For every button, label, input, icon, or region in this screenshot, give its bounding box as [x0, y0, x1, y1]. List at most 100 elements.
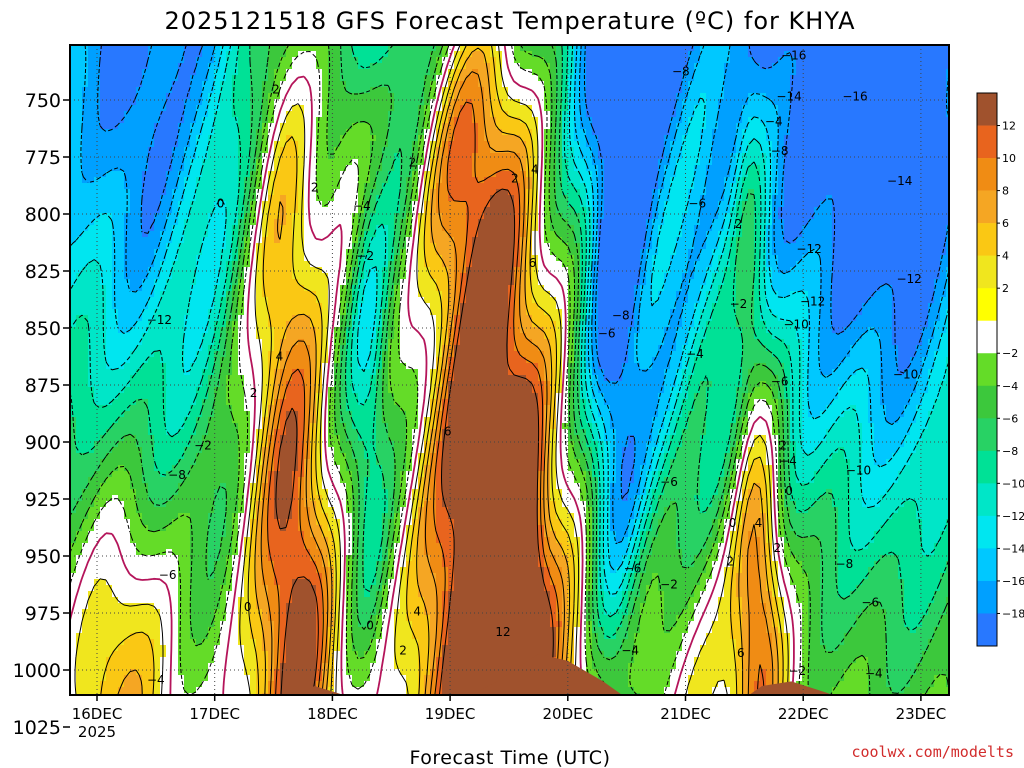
colorbar-swatch	[977, 320, 997, 354]
contour-label-text: 6	[737, 646, 745, 660]
x-tick-label: 19DEC	[425, 705, 476, 723]
contour-label: −4	[765, 115, 783, 129]
contour-label-text: −10	[846, 463, 871, 477]
contour-label-text: −4	[621, 643, 639, 657]
contour-line--14	[70, 45, 949, 573]
contour-label-text: −4	[865, 666, 883, 680]
contour-label: −2	[730, 297, 748, 311]
contour-line--12	[70, 45, 949, 595]
contour-label: −8	[168, 468, 186, 482]
contour-label-text: 4	[413, 605, 421, 619]
y-tick-label: 850	[25, 318, 61, 340]
contour-line--4	[70, 45, 949, 695]
contour-label-text: 2	[272, 83, 280, 97]
contour-label-text: −12	[147, 313, 172, 327]
contour-label: 2	[399, 643, 407, 657]
contour-line-10	[267, 101, 765, 695]
contour-label: −16	[781, 48, 806, 62]
x-tick-sublabel: 2025	[78, 723, 116, 741]
contour-label: −10	[846, 463, 871, 477]
contour-label-text: −12	[896, 272, 921, 286]
colorbar: 12 10 8 6 4 2 −2 −4 −6 −8 −10 −12 −14 −16 −18	[976, 92, 1024, 647]
contour-label-text: −4	[765, 115, 783, 129]
contour-line-4	[100, 45, 784, 695]
colorbar-tick-label: 8	[1002, 185, 1009, 198]
contour-label: 6	[737, 646, 745, 660]
contour-label: 2	[250, 386, 258, 400]
y-tick-label: 900	[25, 432, 61, 454]
contour-label-text: 0	[244, 600, 252, 614]
contour-label: 0	[366, 618, 374, 632]
contour-line--10	[70, 45, 949, 618]
y-tick-label: 775	[25, 147, 61, 169]
contour-label-text: −6	[771, 374, 789, 388]
contour-label-text: 4	[755, 516, 763, 530]
contour-label: −4	[621, 643, 639, 657]
contour-label: 2	[773, 541, 781, 555]
contour-label-text: 6	[529, 256, 537, 270]
contour-label-text: −14	[887, 174, 912, 188]
contour-line-8	[260, 71, 774, 695]
colorbar-swatch	[977, 125, 997, 159]
contour-label: 2	[511, 172, 519, 186]
contour-label-text: −4	[147, 673, 165, 687]
contour-label: −8	[836, 557, 854, 571]
contour-label-text: −14	[776, 89, 801, 103]
contour-line-6	[117, 47, 779, 695]
contour-label-text: −6	[861, 596, 879, 610]
contour-line--2	[70, 45, 802, 695]
colorbar-swatch	[977, 93, 997, 126]
chart-title: 2025121518 GFS Forecast Temperature (ºC)…	[164, 7, 855, 35]
y-tick-label: 750	[25, 90, 61, 112]
colorbar-tick-label: −10	[1002, 477, 1024, 490]
colorbar-swatch	[977, 548, 997, 582]
colorbar-swatch	[977, 255, 997, 289]
contour-label-text: −4	[353, 199, 371, 213]
contour-label-text: 0	[217, 197, 225, 211]
credit-text: coolwx.com/modelts	[851, 743, 1014, 761]
x-tick-label: 18DEC	[307, 705, 358, 723]
contour-label-text: 2	[399, 643, 407, 657]
y-tick-label: 975	[25, 603, 61, 625]
contour-label: 0	[217, 197, 225, 211]
contour-label: −2	[194, 438, 212, 452]
contour-label: −4	[353, 199, 371, 213]
contour-label-text: −4	[779, 454, 797, 468]
contour-label-text: −4	[686, 347, 704, 361]
contour-label-text: 2	[735, 217, 743, 231]
contour-label: −6	[688, 197, 706, 211]
contour-label: −6	[159, 568, 177, 582]
contour-label-text: −6	[624, 561, 642, 575]
contour-label-text: 6	[444, 425, 452, 439]
x-tick-label: 21DEC	[660, 705, 711, 723]
contour-label: −6	[624, 561, 642, 575]
colorbar-tick-label: −4	[1002, 380, 1018, 393]
contour-label-text: −10	[783, 317, 808, 331]
contour-label: 4	[276, 349, 284, 363]
colorbar-frame	[976, 92, 998, 647]
contour-label: −12	[800, 295, 825, 309]
contour-line--16	[80, 45, 949, 545]
x-axis-label: Forecast Time (UTC)	[410, 747, 611, 768]
contour-label: −8	[771, 144, 789, 158]
contour-label: −2	[357, 249, 375, 263]
colorbar-swatch	[977, 580, 997, 614]
contour-label: −10	[783, 317, 808, 331]
contour-label-text: −8	[836, 557, 854, 571]
contour-label-text: 4	[531, 162, 539, 176]
contour-label: 0	[785, 484, 793, 498]
temperature-fill	[70, 45, 949, 695]
contour-line--18	[97, 45, 949, 500]
colorbar-tick-label: 2	[1002, 282, 1009, 295]
colorbar-swatch	[977, 288, 997, 322]
contour-label: 6	[529, 256, 537, 270]
contour-line--8	[70, 45, 949, 639]
x-tick-label: 23DEC	[896, 705, 947, 723]
colorbar-tick-label: −12	[1002, 510, 1024, 523]
contour-lines	[70, 45, 949, 695]
contour-label: −12	[796, 242, 821, 256]
colorbar-tick-label: −16	[1002, 575, 1024, 588]
contour-label: −6	[861, 596, 879, 610]
contour-label: 4	[755, 516, 763, 530]
contour-label-text: 2	[779, 438, 787, 452]
